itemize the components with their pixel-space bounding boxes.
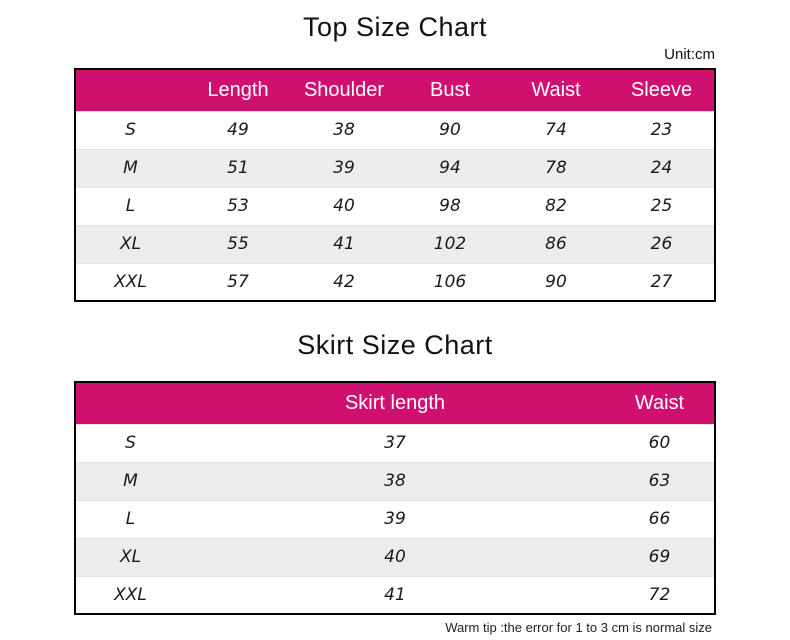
value-cell: 74 <box>503 110 609 149</box>
value-cell: 40 <box>185 537 605 576</box>
column-header-size <box>75 69 185 111</box>
table-row: XL 55 41 102 86 26 <box>75 224 715 263</box>
value-cell: 55 <box>185 224 291 263</box>
table-row: M 51 39 94 78 24 <box>75 148 715 187</box>
table-row: XXL 41 72 <box>75 575 715 614</box>
value-cell: 66 <box>605 499 715 538</box>
value-cell: 38 <box>185 461 605 500</box>
column-header-shoulder: Shoulder <box>291 69 397 111</box>
value-cell: 39 <box>185 499 605 538</box>
value-cell: 40 <box>291 186 397 225</box>
value-cell: 94 <box>397 148 503 187</box>
value-cell: 51 <box>185 148 291 187</box>
value-cell: 72 <box>605 575 715 614</box>
value-cell: 41 <box>291 224 397 263</box>
value-cell: 90 <box>503 262 609 301</box>
value-cell: 37 <box>185 423 605 462</box>
value-cell: 78 <box>503 148 609 187</box>
value-cell: 63 <box>605 461 715 500</box>
column-header-length: Length <box>185 69 291 111</box>
size-label-cell: M <box>75 148 185 187</box>
skirt-chart-title: Skirt Size Chart <box>297 330 493 360</box>
value-cell: 49 <box>185 110 291 149</box>
value-cell: 69 <box>605 537 715 576</box>
value-cell: 38 <box>291 110 397 149</box>
skirt-table-header-row: Skirt length Waist <box>75 382 715 424</box>
table-row: S 49 38 90 74 23 <box>75 110 715 149</box>
value-cell: 42 <box>291 262 397 301</box>
top-size-table: Length Shoulder Bust Waist Sleeve S 49 3… <box>74 68 716 302</box>
value-cell: 27 <box>609 262 715 301</box>
table-row: XL 40 69 <box>75 537 715 576</box>
skirt-size-table: Skirt length Waist S 37 60 M 38 63 L 39 … <box>74 381 716 615</box>
value-cell: 23 <box>609 110 715 149</box>
column-header-size <box>75 382 185 424</box>
value-cell: 25 <box>609 186 715 225</box>
value-cell: 106 <box>397 262 503 301</box>
size-label-cell: L <box>75 499 185 538</box>
value-cell: 90 <box>397 110 503 149</box>
top-chart-title: Top Size Chart <box>302 12 488 42</box>
table-row: L 53 40 98 82 25 <box>75 186 715 225</box>
table-row: XXL 57 42 106 90 27 <box>75 262 715 301</box>
column-header-bust: Bust <box>397 69 503 111</box>
value-cell: 39 <box>291 148 397 187</box>
column-header-waist: Waist <box>503 69 609 111</box>
value-cell: 86 <box>503 224 609 263</box>
value-cell: 98 <box>397 186 503 225</box>
value-cell: 24 <box>609 148 715 187</box>
size-label-cell: L <box>75 186 185 225</box>
table-row: S 37 60 <box>75 423 715 462</box>
column-header-waist: Waist <box>605 382 715 424</box>
size-label-cell: S <box>75 423 185 462</box>
column-header-skirt-length: Skirt length <box>185 382 605 424</box>
value-cell: 57 <box>185 262 291 301</box>
value-cell: 26 <box>609 224 715 263</box>
size-label-cell: XXL <box>75 575 185 614</box>
size-label-cell: XL <box>75 224 185 263</box>
size-label-cell: S <box>75 110 185 149</box>
warm-tip-note: Warm tip :the error for 1 to 3 cm is nor… <box>445 620 712 635</box>
size-label-cell: XXL <box>75 262 185 301</box>
value-cell: 60 <box>605 423 715 462</box>
value-cell: 102 <box>397 224 503 263</box>
value-cell: 82 <box>503 186 609 225</box>
top-table-header-row: Length Shoulder Bust Waist Sleeve <box>75 69 715 111</box>
table-row: L 39 66 <box>75 499 715 538</box>
table-row: M 38 63 <box>75 461 715 500</box>
unit-label: Unit:cm <box>664 46 715 63</box>
value-cell: 53 <box>185 186 291 225</box>
size-label-cell: XL <box>75 537 185 576</box>
value-cell: 41 <box>185 575 605 614</box>
column-header-sleeve: Sleeve <box>609 69 715 111</box>
size-label-cell: M <box>75 461 185 500</box>
